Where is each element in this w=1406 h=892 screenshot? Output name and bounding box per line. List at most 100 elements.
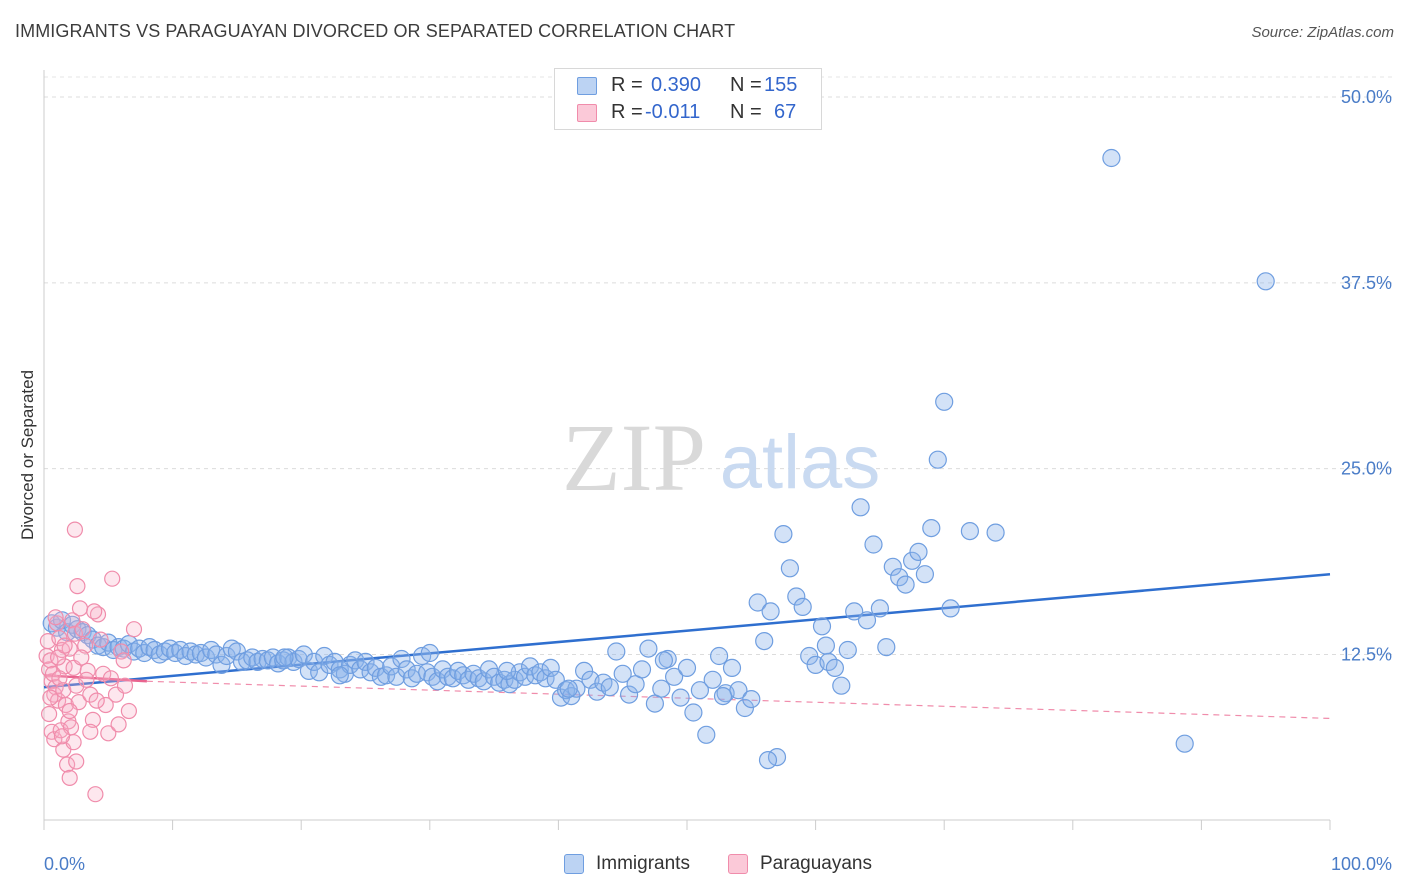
- immigrants-point: [758, 750, 778, 770]
- immigrants-point: [902, 551, 922, 570]
- immigrants-point: [690, 681, 710, 700]
- paraguayans-point: [64, 612, 81, 629]
- paraguayans-point: [61, 702, 78, 720]
- immigrants-point: [845, 602, 864, 621]
- immigrants-point: [935, 392, 954, 411]
- r-value: -0.011: [645, 101, 701, 123]
- immigrants-point: [632, 660, 652, 679]
- immigrants-swatch: [577, 77, 597, 95]
- immigrants-point: [275, 648, 294, 667]
- immigrants-point: [520, 657, 540, 676]
- immigrants-point: [382, 657, 401, 676]
- immigrants-point: [330, 666, 349, 685]
- y-tick-label: 50.0%: [1341, 87, 1392, 107]
- paraguayans-point: [61, 769, 78, 787]
- x-tick-label: 100.0%: [1331, 854, 1392, 874]
- paraguayans-point: [88, 692, 105, 709]
- legend-swatch-paraguayans: [728, 854, 748, 874]
- immigrants-point: [607, 642, 626, 661]
- immigrants-point: [800, 646, 819, 666]
- watermark-atlas: atlas: [720, 420, 881, 505]
- immigrants-point: [1102, 148, 1121, 168]
- immigrants-point: [960, 521, 980, 541]
- immigrants-point: [166, 643, 185, 663]
- paraguayans-point: [84, 711, 102, 729]
- immigrants-point: [909, 542, 928, 562]
- immigrants-point: [877, 637, 896, 657]
- immigrants-point: [870, 599, 890, 618]
- immigrants-point: [722, 658, 742, 678]
- immigrants-point: [677, 658, 697, 678]
- immigrants-point: [526, 666, 545, 685]
- immigrants-point: [941, 599, 960, 618]
- immigrants-point: [928, 450, 947, 469]
- immigrants-point: [816, 636, 836, 655]
- immigrants-point: [709, 646, 729, 666]
- immigrants-point: [793, 597, 812, 617]
- y-tick-label: 25.0%: [1341, 459, 1392, 479]
- paraguayans-point: [110, 716, 127, 733]
- paraguayans-point: [68, 677, 85, 694]
- stats-legend: R = 0.390 N = 155 R = -0.011 N = 67: [554, 68, 822, 130]
- immigrants-point: [284, 652, 303, 672]
- immigrants-point: [474, 672, 493, 691]
- immigrants-point: [613, 664, 632, 683]
- immigrants-point: [531, 663, 550, 682]
- series-legend: Immigrants Paraguayans: [0, 852, 1406, 878]
- paraguayans-point: [77, 637, 94, 654]
- immigrants-point: [497, 661, 517, 681]
- paraguayans-point: [116, 677, 134, 694]
- immigrants-point: [356, 652, 375, 672]
- paraguayans-point: [71, 600, 89, 617]
- immigrants-point: [915, 565, 935, 584]
- y-tick-label: 37.5%: [1341, 273, 1392, 293]
- immigrants-points: [42, 148, 1275, 770]
- paraguayans-point: [73, 649, 90, 666]
- paraguayans-point: [86, 603, 103, 620]
- paraguayans-point: [115, 652, 132, 669]
- paraguayans-point: [40, 705, 58, 723]
- paraguayans-point: [95, 665, 112, 682]
- y-axis-label: Divorced or Separated: [18, 369, 37, 541]
- immigrants-point: [986, 523, 1005, 542]
- n-label: N =: [730, 74, 762, 96]
- immigrants-point: [748, 593, 767, 612]
- paraguayans-point: [51, 670, 68, 687]
- paraguayans-swatch: [577, 104, 597, 122]
- paraguayans-point: [56, 637, 73, 654]
- immigrants-point: [774, 524, 793, 544]
- paraguayans-point: [125, 621, 143, 638]
- immigrants-point: [697, 725, 716, 744]
- immigrants-point: [654, 651, 674, 670]
- n-value: 155: [764, 74, 798, 96]
- paraguayans-point: [52, 722, 69, 739]
- immigrants-point: [541, 658, 560, 678]
- immigrants-point: [420, 643, 439, 663]
- paraguayans-point: [87, 786, 104, 803]
- immigrants-point: [1256, 272, 1275, 291]
- watermark: ZIP atlas: [562, 404, 880, 511]
- r-value: 0.390: [651, 74, 702, 96]
- immigrants-point: [392, 649, 411, 669]
- paraguayans-point: [74, 621, 91, 638]
- r-label: R =: [611, 74, 643, 96]
- legend-label-immigrants: Immigrants: [596, 853, 690, 874]
- x-tick-labels: 0.0% 100.0%: [44, 854, 1392, 874]
- paraguayans-point: [82, 723, 99, 740]
- paraguayans-point: [104, 570, 121, 587]
- immigrants-point: [315, 646, 334, 666]
- paraguayans-point: [53, 728, 71, 745]
- immigrants-point: [684, 703, 703, 722]
- paraguayans-point: [66, 521, 84, 538]
- immigrants-point: [896, 575, 915, 594]
- paraguayans-point: [78, 671, 95, 688]
- y-tick-labels: 12.5% 25.0% 37.5% 50.0%: [1341, 87, 1392, 665]
- immigrants-point: [787, 587, 806, 606]
- immigrants-point: [857, 611, 877, 630]
- immigrants-point: [825, 658, 845, 678]
- legend-label-paraguayans: Paraguayans: [760, 853, 872, 874]
- paraguayans-point: [66, 625, 84, 642]
- paraguayans-points: [38, 521, 143, 803]
- immigrants-point: [1175, 734, 1194, 753]
